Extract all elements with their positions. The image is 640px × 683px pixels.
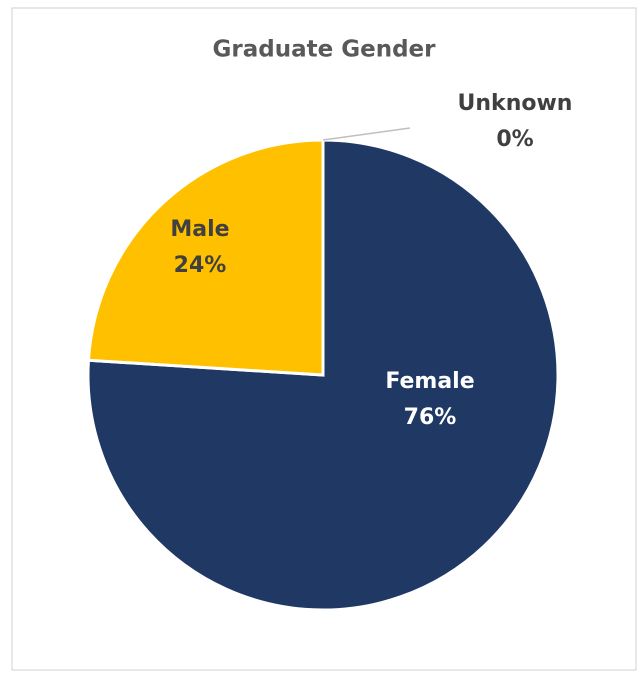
chart-title: Graduate Gender (213, 37, 437, 63)
slice-value-label: 24% (174, 253, 227, 278)
slice-label: Unknown (458, 91, 573, 116)
slice-label: Female (385, 369, 474, 394)
slice-value-label: 76% (404, 405, 457, 430)
slice-value-label: 0% (496, 127, 533, 152)
leader-line (322, 127, 411, 141)
pie-slice (86, 138, 325, 377)
slice-label: Male (170, 217, 229, 242)
